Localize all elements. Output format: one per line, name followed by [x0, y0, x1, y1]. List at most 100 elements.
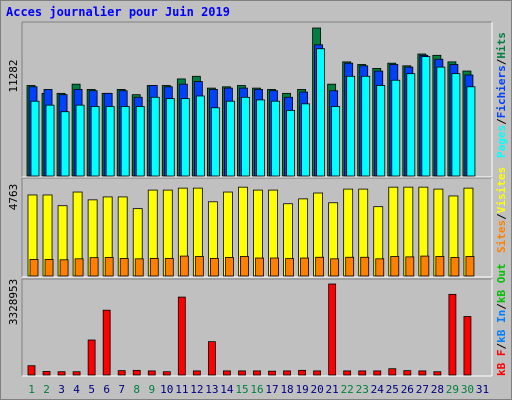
bar-sites-day-25	[390, 256, 400, 277]
day-label-16: 16	[250, 383, 263, 396]
day-label-3: 3	[58, 383, 65, 396]
chart-title: Acces journalier pour Juin 2019	[6, 5, 230, 19]
bar-kb-f-day-22	[343, 370, 352, 376]
bar-sites-day-30	[465, 256, 475, 277]
bar-kb-f-day-10	[162, 371, 171, 376]
day-label-7: 7	[118, 383, 125, 396]
bar-sites-day-1	[29, 259, 39, 277]
day-label-8: 8	[133, 383, 140, 396]
bar-sites-day-5	[89, 257, 99, 277]
bar-pages-day-13	[210, 107, 220, 177]
bar-sites-day-27	[420, 255, 430, 277]
day-label-13: 13	[205, 383, 218, 396]
bar-pages-day-10	[165, 98, 175, 177]
bar-kb-f-day-30	[463, 316, 472, 376]
bar-kb-f-day-12	[192, 370, 201, 376]
bar-sites-day-20	[315, 256, 325, 277]
bar-sites-day-29	[450, 257, 460, 277]
legend-top-part-0: Pages	[495, 125, 508, 158]
bar-kb-f-day-18	[283, 370, 291, 376]
bar-sites-day-16	[255, 257, 264, 277]
bar-kb-f-day-1	[27, 365, 36, 376]
legend-middle: Sites/Visites	[495, 167, 508, 253]
bar-pages-day-18	[286, 110, 295, 177]
legend-top-part-4: Hits	[495, 32, 508, 59]
bar-sites-day-4	[74, 258, 84, 277]
day-label-31: 31	[476, 383, 489, 396]
legend-top-part-2: Fichiers	[495, 65, 508, 118]
bar-pages-day-6	[105, 106, 115, 177]
middle-panel-max-label: 4763	[7, 184, 20, 211]
bar-pages-day-26	[406, 73, 416, 177]
bar-pages-day-9	[150, 96, 160, 177]
bar-kb-f-day-27	[418, 370, 427, 376]
bar-kb-f-day-21	[328, 283, 337, 376]
bar-kb-f-day-4	[72, 371, 81, 376]
bar-pages-day-25	[391, 79, 401, 177]
day-label-24: 24	[371, 383, 385, 396]
legend-top: Pages/Fichiers/Hits	[495, 32, 508, 158]
bar-sites-day-17	[270, 257, 279, 277]
day-label-6: 6	[103, 383, 110, 396]
day-label-4: 4	[73, 383, 80, 396]
day-label-18: 18	[280, 383, 293, 396]
bar-kb-f-day-8	[132, 369, 141, 376]
bar-sites-day-7	[119, 258, 129, 277]
bar-sites-day-11	[179, 255, 189, 277]
bar-kb-f-day-29	[448, 293, 457, 376]
bar-pages-day-22	[346, 75, 356, 177]
bar-sites-day-2	[44, 259, 54, 277]
day-label-25: 25	[386, 383, 399, 396]
legend-bottom-part-1: /	[495, 343, 508, 350]
bar-kb-f-day-9	[147, 370, 156, 376]
legend-top-part-3: /	[495, 58, 508, 65]
bar-pages-day-7	[120, 106, 130, 177]
bar-pages-day-21	[331, 106, 341, 177]
legend-bottom-part-2: kB In	[495, 310, 508, 343]
bar-kb-f-day-15	[238, 370, 246, 376]
bar-kb-f-day-28	[433, 371, 442, 376]
bar-kb-f-day-16	[253, 370, 261, 376]
bar-sites-day-6	[104, 257, 114, 277]
day-label-9: 9	[148, 383, 155, 396]
bar-pages-day-20	[316, 48, 326, 177]
legend-top-part-1: /	[495, 118, 508, 125]
bar-sites-day-21	[330, 258, 340, 277]
bar-pages-day-17	[271, 100, 280, 177]
bar-kb-f-day-24	[373, 370, 382, 376]
bar-kb-f-day-5	[87, 339, 96, 376]
day-label-12: 12	[190, 383, 203, 396]
day-label-20: 20	[311, 383, 324, 396]
legend-bottom: kB F/kB In/kB Out	[495, 263, 508, 376]
bar-pages-day-3	[60, 111, 70, 177]
bar-pages-day-1	[30, 100, 40, 177]
bar-sites-day-28	[435, 256, 445, 277]
bottom-panel-max-label: 3328953	[7, 279, 20, 325]
bar-pages-day-8	[135, 106, 145, 177]
bar-kb-f-day-13	[207, 341, 216, 376]
bar-sites-day-15	[240, 256, 249, 277]
bar-kb-f-day-6	[102, 309, 111, 376]
bar-kb-f-day-17	[268, 370, 276, 376]
bar-kb-f-day-20	[313, 370, 322, 376]
bar-pages-day-30	[466, 86, 476, 177]
bar-sites-day-9	[149, 258, 159, 277]
day-label-17: 17	[265, 383, 278, 396]
bar-pages-day-28	[436, 66, 446, 177]
bar-kb-f-day-25	[388, 368, 397, 376]
bar-sites-day-23	[360, 256, 370, 277]
bar-pages-day-15	[241, 96, 250, 177]
bar-pages-day-19	[301, 103, 310, 177]
bar-pages-day-29	[451, 73, 461, 177]
day-label-22: 22	[341, 383, 354, 396]
bar-sites-day-14	[225, 257, 234, 277]
day-label-10: 10	[160, 383, 173, 396]
day-label-30: 30	[461, 383, 474, 396]
bar-sites-day-13	[209, 258, 219, 277]
bar-kb-f-day-19	[298, 369, 306, 376]
bar-pages-day-24	[376, 85, 386, 177]
day-label-23: 23	[356, 383, 369, 396]
day-label-28: 28	[431, 383, 444, 396]
legend-bottom-part-3: /	[495, 303, 508, 310]
